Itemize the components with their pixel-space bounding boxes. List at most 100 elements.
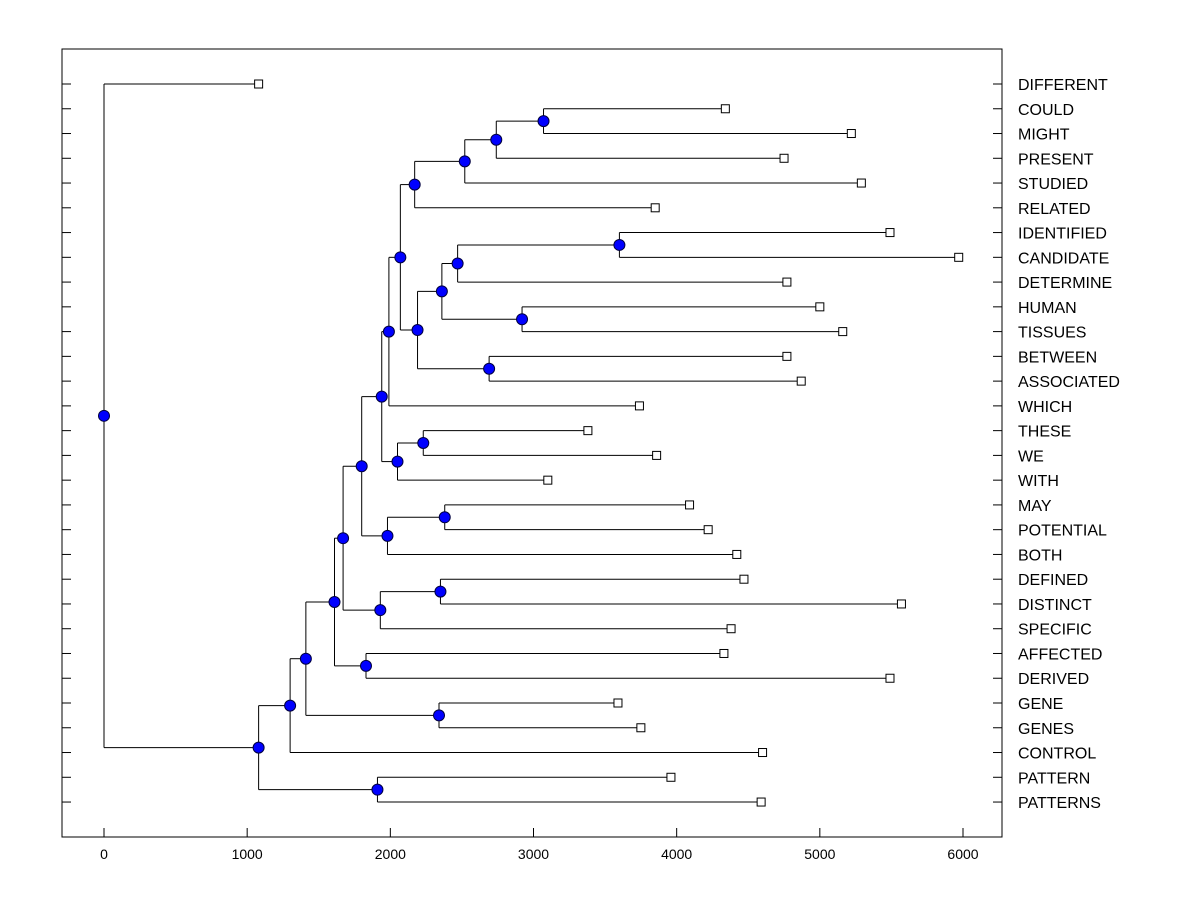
leaf-marker xyxy=(896,599,906,609)
x-tick-label: 3000 xyxy=(518,846,549,862)
merge-node xyxy=(516,313,529,326)
leaf-label: GENES xyxy=(1018,721,1074,738)
leaf-marker xyxy=(726,624,736,634)
x-tick-label: 2000 xyxy=(375,846,406,862)
leaf-markers xyxy=(254,79,964,807)
dendrogram-links xyxy=(103,83,959,803)
leaf-label: WHICH xyxy=(1018,399,1072,416)
leaf-label: DERIVED xyxy=(1018,671,1089,688)
x-axis: 0 1000 2000 3000 4000 5000 6000 xyxy=(100,828,979,862)
merge-node xyxy=(411,324,424,337)
x-tick-label: 1000 xyxy=(232,846,263,862)
leaf-label: WITH xyxy=(1018,473,1059,490)
leaf-label: HUMAN xyxy=(1018,300,1077,317)
merge-node xyxy=(613,238,626,251)
leaf-label: TISSUES xyxy=(1018,325,1086,342)
leaf-label: MIGHT xyxy=(1018,127,1070,144)
merge-node xyxy=(408,178,421,191)
x-tick-label: 6000 xyxy=(947,846,978,862)
merge-node xyxy=(417,437,430,450)
leaf-label: AFFECTED xyxy=(1018,646,1102,663)
leaf-label: DIFFERENT xyxy=(1018,77,1108,94)
x-tick-label: 4000 xyxy=(661,846,692,862)
merge-node xyxy=(435,285,448,298)
merge-node xyxy=(483,362,496,375)
leaf-marker xyxy=(758,748,768,758)
merge-node xyxy=(451,257,464,270)
leaf-marker xyxy=(720,104,730,114)
leaf-marker xyxy=(846,129,856,139)
leaf-label: BETWEEN xyxy=(1018,349,1097,366)
leaf-labels: DIFFERENT COULD MIGHT PRESENT STUDIED RELATED… xyxy=(1018,77,1120,812)
merge-node xyxy=(391,455,404,468)
leaf-marker xyxy=(685,500,695,510)
leaf-marker xyxy=(732,549,742,559)
leaf-marker xyxy=(782,277,792,287)
leaf-marker xyxy=(739,574,749,584)
leaf-marker xyxy=(815,302,825,312)
leaf-marker xyxy=(756,797,766,807)
plot-frame xyxy=(61,48,1003,838)
leaf-marker xyxy=(254,79,264,89)
leaf-marker xyxy=(636,723,646,733)
leaf-marker xyxy=(703,525,713,535)
leaf-marker xyxy=(796,376,806,386)
leaf-marker xyxy=(856,178,866,188)
leaf-label: CANDIDATE xyxy=(1018,250,1109,267)
leaf-marker xyxy=(782,351,792,361)
merge-node xyxy=(299,652,312,665)
merge-node xyxy=(374,604,387,617)
merge-node xyxy=(371,783,384,796)
merge-node xyxy=(359,659,372,672)
x-tick-label: 5000 xyxy=(804,846,835,862)
leaf-marker xyxy=(634,401,644,411)
merge-node xyxy=(252,741,265,754)
leaf-marker xyxy=(650,203,660,213)
merge-node xyxy=(490,133,503,146)
leaf-label: PATTERNS xyxy=(1018,795,1101,812)
merge-nodes xyxy=(98,115,626,796)
leaf-marker xyxy=(666,772,676,782)
leaf-marker xyxy=(954,252,964,262)
merge-node xyxy=(458,155,471,168)
merge-node xyxy=(328,596,341,609)
leaf-label: CONTROL xyxy=(1018,746,1096,763)
merge-node xyxy=(537,115,550,128)
merge-node xyxy=(98,409,110,422)
leaf-label: STUDIED xyxy=(1018,176,1088,193)
leaf-marker xyxy=(583,426,593,436)
leaf-label: GENE xyxy=(1018,696,1063,713)
leaf-label: RELATED xyxy=(1018,201,1091,218)
leaf-marker xyxy=(652,450,662,460)
merge-node xyxy=(433,709,446,722)
merge-node xyxy=(375,390,388,403)
leaf-label: MAY xyxy=(1018,498,1052,515)
leaf-label: PATTERN xyxy=(1018,770,1090,787)
leaf-label: DETERMINE xyxy=(1018,275,1112,292)
leaf-label: THESE xyxy=(1018,424,1071,441)
leaf-label: COULD xyxy=(1018,102,1074,119)
leaf-marker xyxy=(885,673,895,683)
leaf-marker xyxy=(613,698,623,708)
x-tick-label: 0 xyxy=(100,846,108,862)
merge-node xyxy=(355,460,368,473)
merge-node xyxy=(382,325,395,338)
leaf-label: DISTINCT xyxy=(1018,597,1092,614)
leaf-marker xyxy=(779,153,789,163)
merge-node xyxy=(394,251,407,264)
y-axis-ticks xyxy=(62,83,1002,803)
merge-node xyxy=(381,529,394,542)
leaf-label: ASSOCIATED xyxy=(1018,374,1120,391)
merge-node xyxy=(284,699,297,712)
leaf-marker xyxy=(719,648,729,658)
leaf-marker xyxy=(543,475,553,485)
merge-node xyxy=(438,511,451,524)
leaf-marker xyxy=(838,327,848,337)
leaf-label: IDENTIFIED xyxy=(1018,226,1107,243)
leaf-label: WE xyxy=(1018,448,1044,465)
leaf-label: SPECIFIC xyxy=(1018,622,1092,639)
leaf-label: PRESENT xyxy=(1018,151,1094,168)
leaf-marker xyxy=(885,228,895,238)
leaf-label: POTENTIAL xyxy=(1018,523,1107,540)
